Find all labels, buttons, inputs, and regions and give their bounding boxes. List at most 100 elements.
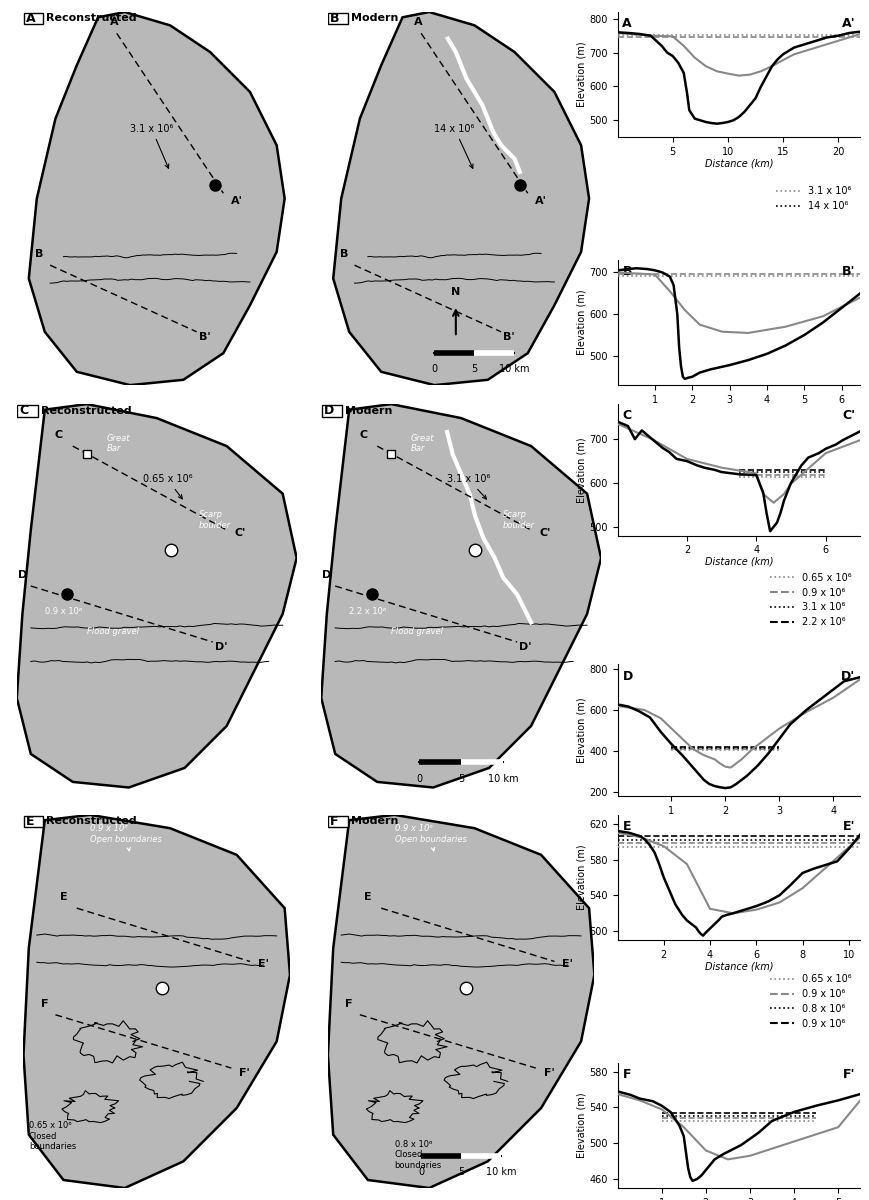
Text: F': F'	[239, 1068, 250, 1078]
Text: 3.1 x 10⁶: 3.1 x 10⁶	[130, 124, 174, 168]
Text: C: C	[19, 404, 28, 418]
Text: 0.65 x 10⁶: 0.65 x 10⁶	[143, 474, 192, 499]
Polygon shape	[322, 404, 601, 787]
Text: C: C	[55, 430, 63, 439]
Text: B': B'	[503, 332, 515, 342]
Text: D: D	[17, 570, 27, 580]
FancyBboxPatch shape	[322, 404, 342, 416]
Text: E': E'	[843, 820, 855, 833]
Text: 10 km: 10 km	[499, 364, 530, 374]
Legend: 0.65 x 10⁶, 0.9 x 10⁶, 0.8 x 10⁶, 0.9 x 10⁶: 0.65 x 10⁶, 0.9 x 10⁶, 0.8 x 10⁶, 0.9 x …	[766, 971, 855, 1033]
Text: C': C'	[842, 409, 855, 422]
X-axis label: Distance (km): Distance (km)	[705, 407, 773, 416]
Text: 5: 5	[458, 774, 464, 784]
X-axis label: Distance (km): Distance (km)	[705, 557, 773, 566]
Text: Modern: Modern	[345, 406, 393, 416]
Text: F: F	[346, 998, 353, 1009]
Text: 0: 0	[416, 774, 422, 784]
Text: C': C'	[540, 528, 551, 538]
Text: 0.8 x 10⁶
Closed
boundaries: 0.8 x 10⁶ Closed boundaries	[395, 1140, 441, 1170]
Text: E: E	[25, 815, 34, 828]
FancyBboxPatch shape	[328, 816, 348, 827]
Polygon shape	[328, 815, 594, 1188]
Polygon shape	[17, 404, 296, 787]
Text: F': F'	[843, 1068, 855, 1081]
Text: Flood gravel: Flood gravel	[391, 626, 443, 636]
Text: D': D'	[215, 642, 228, 653]
Text: B': B'	[199, 332, 210, 342]
Text: B: B	[36, 250, 43, 259]
Text: Scarp
boulder: Scarp boulder	[199, 510, 231, 530]
Text: E': E'	[562, 959, 574, 968]
Text: 14 x 10⁶: 14 x 10⁶	[434, 124, 474, 168]
X-axis label: Distance (km): Distance (km)	[705, 961, 773, 971]
Legend: 0.65 x 10⁶, 0.9 x 10⁶, 3.1 x 10⁶, 2.2 x 10⁶: 0.65 x 10⁶, 0.9 x 10⁶, 3.1 x 10⁶, 2.2 x …	[766, 569, 855, 631]
Text: 5: 5	[458, 1166, 464, 1177]
Text: A: A	[25, 12, 36, 25]
Text: B': B'	[842, 265, 855, 278]
Text: 0.65 x 10⁶
Closed
boundaries: 0.65 x 10⁶ Closed boundaries	[29, 1121, 76, 1151]
Text: A: A	[622, 17, 632, 30]
Text: 0.9 x 10⁶: 0.9 x 10⁶	[45, 607, 82, 616]
Text: A': A'	[535, 196, 547, 206]
Text: A: A	[415, 17, 423, 28]
Text: Reconstructed: Reconstructed	[46, 816, 136, 827]
Text: Modern: Modern	[350, 816, 398, 827]
Text: F': F'	[544, 1068, 554, 1078]
Text: E: E	[364, 892, 372, 902]
Text: E: E	[622, 820, 631, 833]
Text: N: N	[451, 287, 461, 298]
Text: 0.9 x 10⁶
Open boundaries: 0.9 x 10⁶ Open boundaries	[395, 824, 467, 851]
Text: 0: 0	[431, 364, 438, 374]
Text: 0: 0	[418, 1166, 424, 1177]
Text: C: C	[622, 409, 632, 422]
Text: 0.9 x 10⁶
Open boundaries: 0.9 x 10⁶ Open boundaries	[90, 824, 162, 851]
Text: F: F	[330, 815, 339, 828]
Text: 3.1 x 10⁶: 3.1 x 10⁶	[448, 474, 490, 499]
Text: 5: 5	[471, 364, 478, 374]
FancyBboxPatch shape	[24, 13, 43, 24]
Y-axis label: Elevation (m): Elevation (m)	[576, 42, 587, 108]
Text: D: D	[322, 570, 331, 580]
FancyBboxPatch shape	[328, 13, 348, 24]
Text: D: D	[622, 670, 633, 683]
X-axis label: Distance (km): Distance (km)	[705, 158, 773, 168]
Y-axis label: Elevation (m): Elevation (m)	[576, 289, 587, 355]
Text: B: B	[340, 250, 348, 259]
Text: 2.2 x 10⁶: 2.2 x 10⁶	[349, 607, 387, 616]
Text: D': D'	[520, 642, 532, 653]
Y-axis label: Elevation (m): Elevation (m)	[576, 697, 587, 763]
Text: A: A	[109, 17, 118, 28]
FancyBboxPatch shape	[17, 404, 37, 416]
Text: Reconstructed: Reconstructed	[41, 406, 131, 416]
X-axis label: Distance (km): Distance (km)	[705, 817, 773, 827]
Text: Flood gravel: Flood gravel	[87, 626, 139, 636]
Text: Great
Bar: Great Bar	[411, 433, 434, 452]
Text: D: D	[323, 404, 334, 418]
FancyBboxPatch shape	[24, 816, 43, 827]
Text: A': A'	[842, 17, 855, 30]
Polygon shape	[23, 815, 290, 1188]
Text: Great
Bar: Great Bar	[106, 433, 129, 452]
Y-axis label: Elevation (m): Elevation (m)	[576, 845, 587, 911]
Text: F: F	[41, 998, 49, 1009]
Polygon shape	[333, 12, 589, 385]
Text: F: F	[622, 1068, 631, 1081]
Text: Reconstructed: Reconstructed	[46, 13, 136, 23]
Text: A': A'	[231, 196, 242, 206]
Text: E': E'	[258, 959, 269, 968]
Text: C': C'	[235, 528, 247, 538]
Text: Modern: Modern	[350, 13, 398, 23]
Text: B: B	[622, 265, 632, 278]
Text: Scarp
boulder: Scarp boulder	[503, 510, 535, 530]
Text: D': D'	[841, 670, 855, 683]
Text: C: C	[359, 430, 368, 439]
Legend: 3.1 x 10⁶, 14 x 10⁶: 3.1 x 10⁶, 14 x 10⁶	[773, 182, 855, 215]
Text: 10 km: 10 km	[488, 774, 519, 784]
Text: 10 km: 10 km	[486, 1166, 516, 1177]
Text: B: B	[330, 12, 340, 25]
Y-axis label: Elevation (m): Elevation (m)	[576, 1092, 587, 1158]
Polygon shape	[29, 12, 285, 385]
Text: E: E	[60, 892, 67, 902]
Y-axis label: Elevation (m): Elevation (m)	[576, 437, 587, 503]
